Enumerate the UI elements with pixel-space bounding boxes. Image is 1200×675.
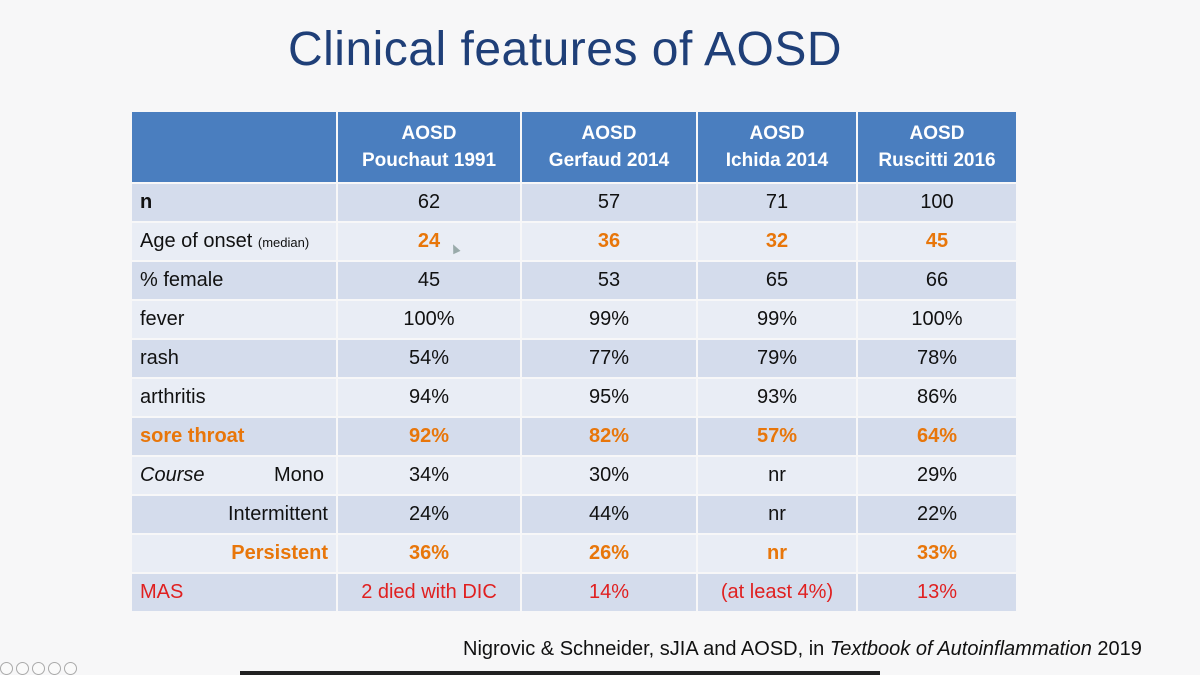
table-cell: 62	[338, 184, 520, 221]
row-label: sore throat	[132, 418, 336, 455]
table-row-fever: fever 100% 99% 99% 100%	[132, 301, 1016, 338]
table-cell: nr	[698, 535, 856, 572]
row-label: Age of onset (median)	[132, 223, 336, 260]
header-gerfaud: AOSD Gerfaud 2014	[522, 112, 696, 182]
row-label: MAS	[132, 574, 336, 611]
table-row-persistent: Persistent 36% 26% nr 33%	[132, 535, 1016, 572]
table-cell: 95%	[522, 379, 696, 416]
table-cell: 44%	[522, 496, 696, 533]
table-cell: 57	[522, 184, 696, 221]
prev-slide-icon[interactable]	[0, 662, 13, 675]
header-empty-cell	[132, 112, 336, 182]
zoom-icon[interactable]	[48, 662, 61, 675]
table-cell: 64%	[858, 418, 1016, 455]
table-cell: 77%	[522, 340, 696, 377]
header-ruscitti: AOSD Ruscitti 2016	[858, 112, 1016, 182]
more-icon[interactable]	[64, 662, 77, 675]
table-cell: 99%	[698, 301, 856, 338]
table-cell: 2 died with DIC	[338, 574, 520, 611]
row-label: fever	[132, 301, 336, 338]
header-ichida: AOSD Ichida 2014	[698, 112, 856, 182]
table-cell: 26%	[522, 535, 696, 572]
table-cell: 14%	[522, 574, 696, 611]
table-cell: 36	[522, 223, 696, 260]
citation: Nigrovic & Schneider, sJIA and AOSD, in …	[463, 638, 1142, 660]
table-cell: 65	[698, 262, 856, 299]
table-cell: 92%	[338, 418, 520, 455]
table-cell: 36%	[338, 535, 520, 572]
table-cell: (at least 4%)	[698, 574, 856, 611]
table-cell: 34%	[338, 457, 520, 494]
table-cell: nr	[698, 496, 856, 533]
pen-icon[interactable]	[16, 662, 29, 675]
table-cell: 78%	[858, 340, 1016, 377]
table-cell: 45	[338, 262, 520, 299]
table-cell: 54%	[338, 340, 520, 377]
table-cell: 71	[698, 184, 856, 221]
row-label: % female	[132, 262, 336, 299]
slides-icon[interactable]	[32, 662, 45, 675]
course-label: Course	[140, 464, 205, 486]
clinical-features-table: AOSD Pouchaut 1991 AOSD Gerfaud 2014 AOSD I…	[130, 110, 1018, 613]
table-cell: 22%	[858, 496, 1016, 533]
table-cell: 32	[698, 223, 856, 260]
slide-title: Clinical features of AOSD	[287, 23, 843, 76]
table-row-age-of-onset: Age of onset (median) 24 36 32 45	[132, 223, 1016, 260]
table-cell: 24	[338, 223, 520, 260]
table-cell: 57%	[698, 418, 856, 455]
table-cell: 82%	[522, 418, 696, 455]
table-cell: 33%	[858, 535, 1016, 572]
table-row-n: n 62 57 71 100	[132, 184, 1016, 221]
video-progress-bar[interactable]	[240, 671, 880, 675]
row-label: n	[132, 184, 336, 221]
table-cell: 79%	[698, 340, 856, 377]
table-cell: nr	[698, 457, 856, 494]
table-cell: 93%	[698, 379, 856, 416]
row-label: rash	[132, 340, 336, 377]
row-label: Intermittent	[132, 496, 336, 533]
mono-label: Mono	[273, 464, 324, 486]
table-row-course-mono: Course Mono 34% 30% nr 29%	[132, 457, 1016, 494]
table-cell: 94%	[338, 379, 520, 416]
table-row-sore-throat: sore throat 92% 82% 57% 64%	[132, 418, 1016, 455]
slide-controls[interactable]	[0, 662, 77, 675]
row-label: arthritis	[132, 379, 336, 416]
table-cell: 86%	[858, 379, 1016, 416]
table-row-rash: rash 54% 77% 79% 78%	[132, 340, 1016, 377]
row-label: Course Mono	[132, 457, 336, 494]
table-header-row: AOSD Pouchaut 1991 AOSD Gerfaud 2014 AOSD I…	[132, 112, 1016, 182]
table-cell: 53	[522, 262, 696, 299]
row-label: Persistent	[132, 535, 336, 572]
table-cell: 24%	[338, 496, 520, 533]
table-row-mas: MAS 2 died with DIC 14% (at least 4%) 13…	[132, 574, 1016, 611]
table-cell: 100%	[338, 301, 520, 338]
table-cell: 100	[858, 184, 1016, 221]
table-cell: 30%	[522, 457, 696, 494]
table-row-female: % female 45 53 65 66	[132, 262, 1016, 299]
table-cell: 29%	[858, 457, 1016, 494]
table-cell: 66	[858, 262, 1016, 299]
table-row-arthritis: arthritis 94% 95% 93% 86%	[132, 379, 1016, 416]
table-cell: 100%	[858, 301, 1016, 338]
table-cell: 45	[858, 223, 1016, 260]
table-row-intermittent: Intermittent 24% 44% nr 22%	[132, 496, 1016, 533]
header-pouchaut: AOSD Pouchaut 1991	[338, 112, 520, 182]
table-cell: 99%	[522, 301, 696, 338]
table-cell: 13%	[858, 574, 1016, 611]
